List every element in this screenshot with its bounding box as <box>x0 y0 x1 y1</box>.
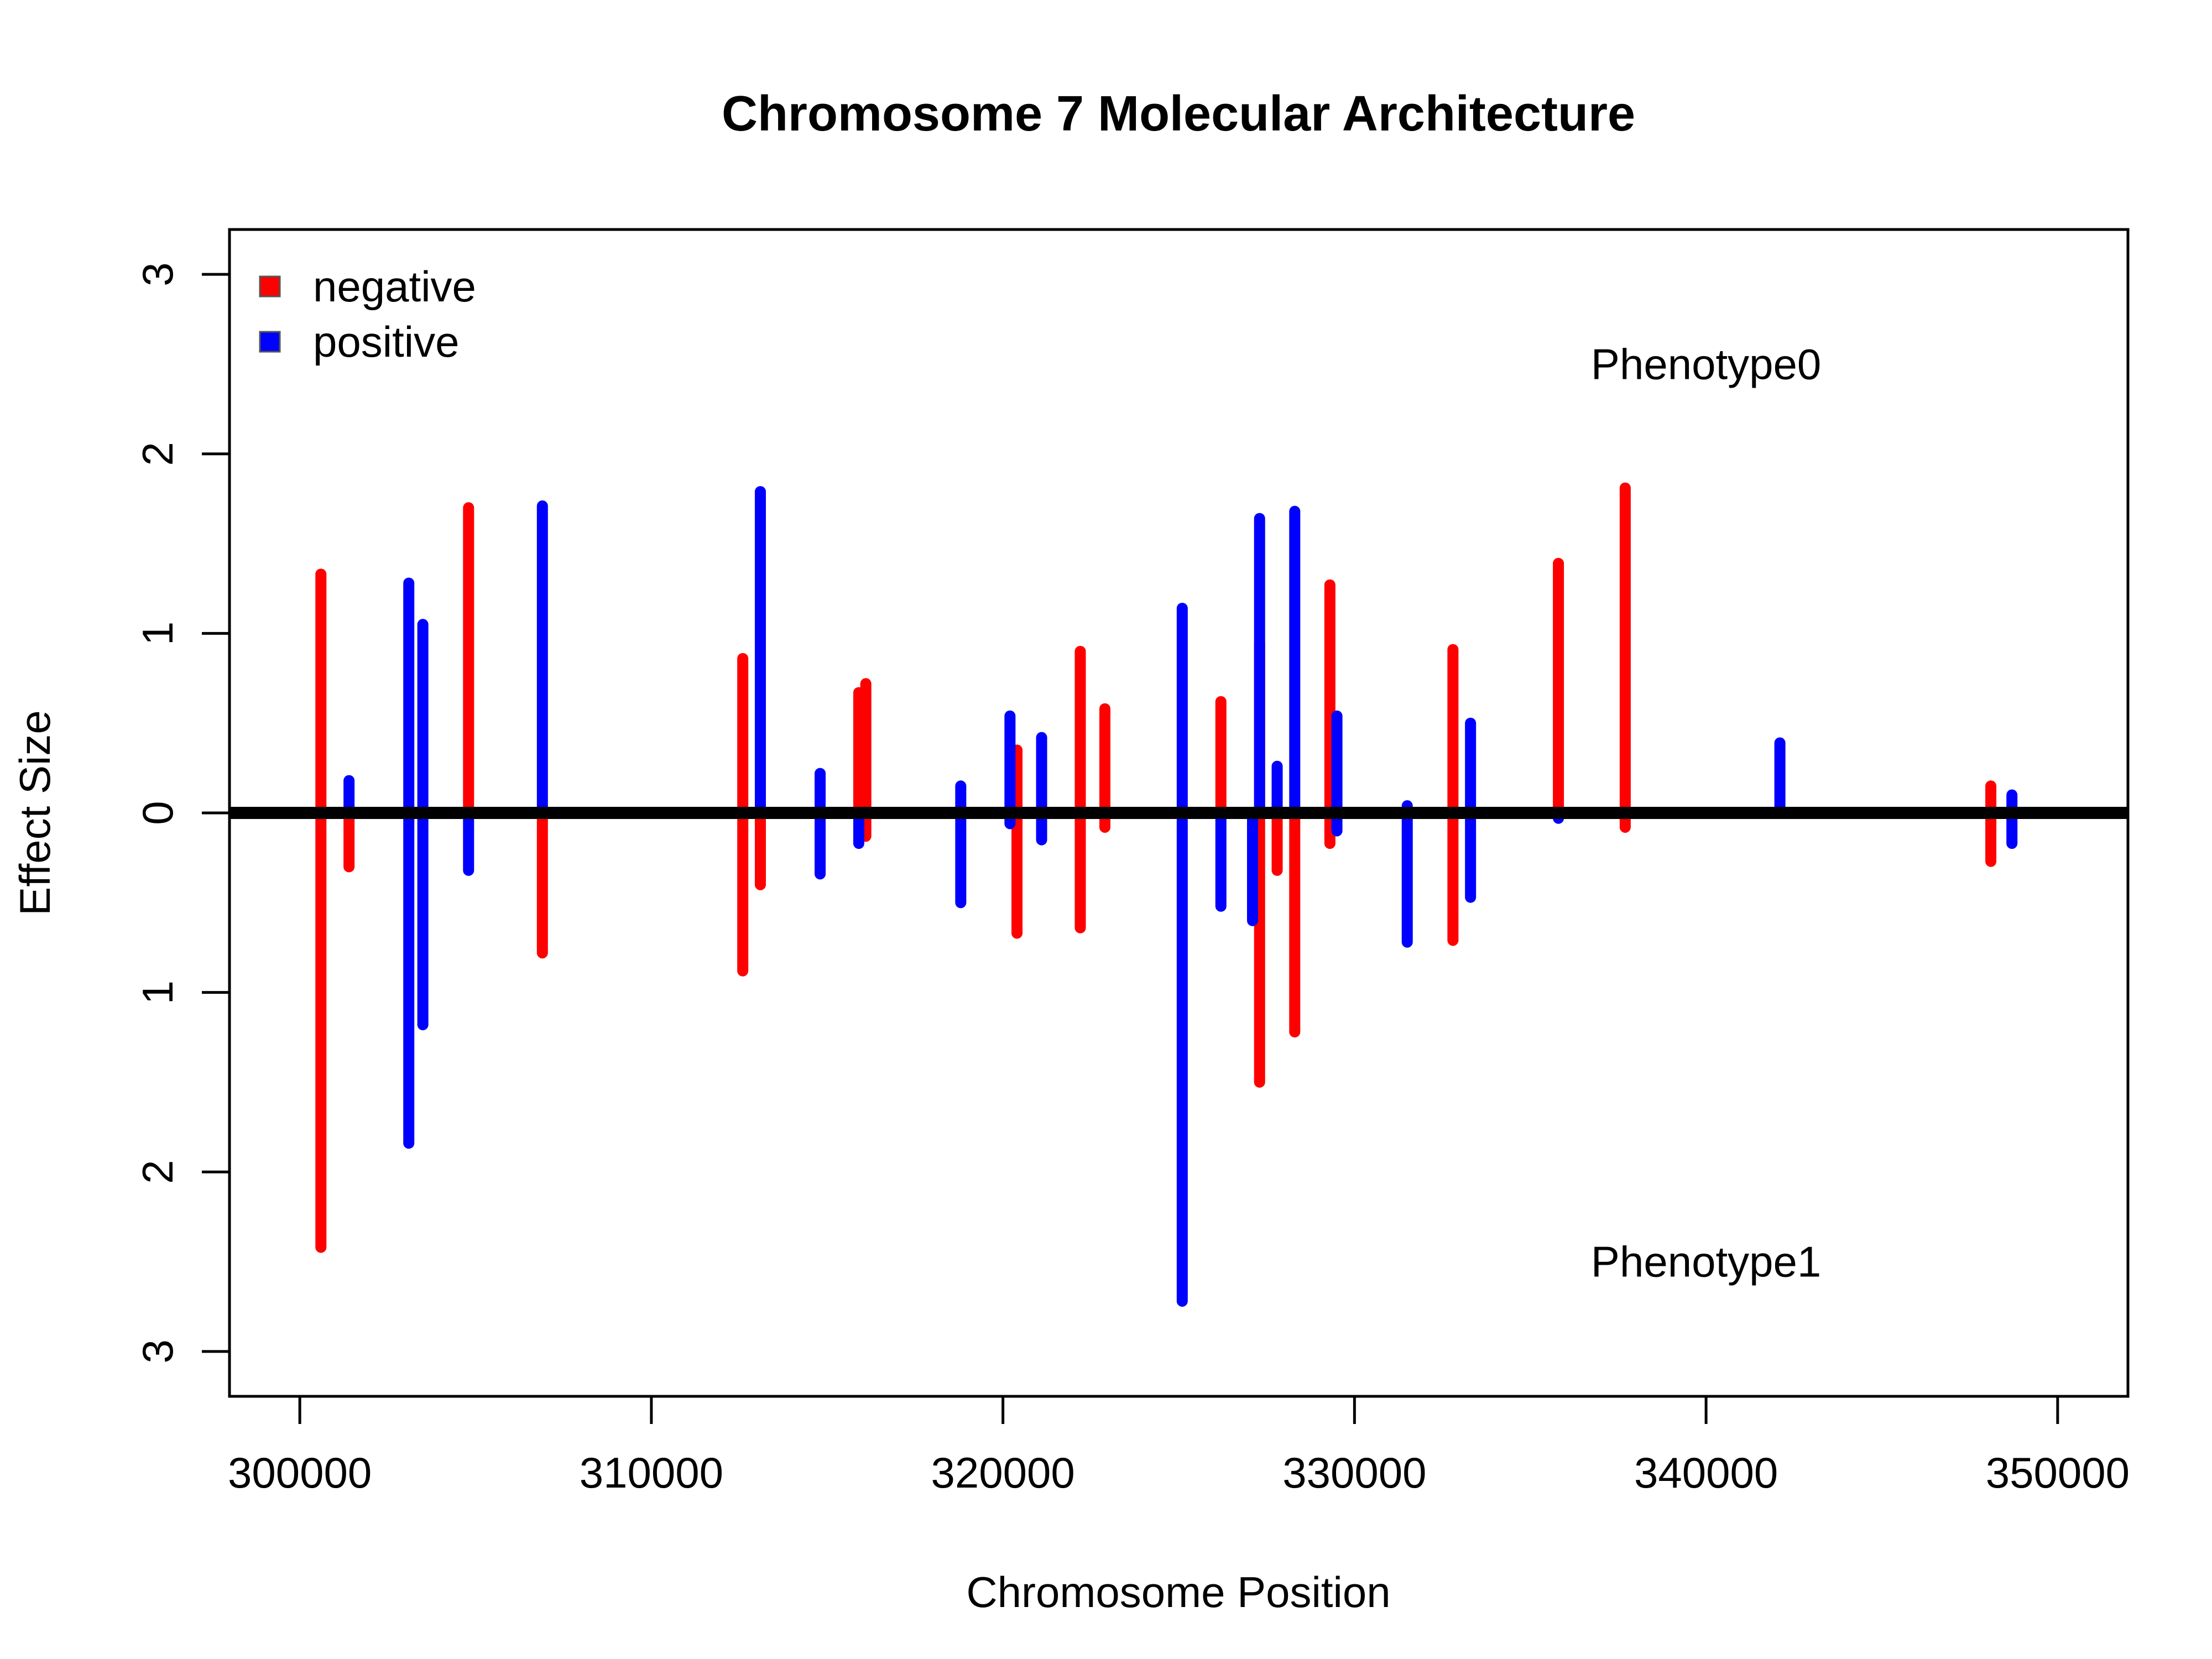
legend: negative positive <box>259 262 476 366</box>
x-tick-label: 310000 <box>580 1448 723 1497</box>
annotation-label: Phenotype0 <box>1591 340 1821 388</box>
y-tick-label: 1 <box>133 622 182 645</box>
y-tick-label: 2 <box>133 442 182 466</box>
x-tick-label: 340000 <box>1634 1448 1778 1497</box>
legend-label-negative: negative <box>313 262 476 311</box>
y-tick-label: 2 <box>133 1160 182 1184</box>
bars-layer <box>315 482 2018 1307</box>
x-tick-label: 330000 <box>1282 1448 1426 1497</box>
legend-swatch-positive <box>259 331 281 353</box>
annotation-label: Phenotype1 <box>1591 1238 1821 1286</box>
legend-label-positive: positive <box>313 317 459 366</box>
y-axis-title: Effect Size <box>11 710 59 915</box>
y-tick-label: 3 <box>133 262 182 286</box>
x-axis-title: Chromosome Position <box>966 1568 1390 1616</box>
legend-swatch-negative <box>259 275 281 298</box>
x-axis: 300000 310000 320000 330000 340000 350000 <box>228 1395 2130 1497</box>
y-axis: 3 2 1 0 1 2 3 <box>133 262 231 1364</box>
chart-title: Chromosome 7 Molecular Architecture <box>722 86 1635 142</box>
x-tick-label: 300000 <box>228 1448 372 1497</box>
x-tick-label: 320000 <box>931 1448 1074 1497</box>
y-tick-label: 3 <box>133 1339 182 1363</box>
annotations: Phenotype0 Phenotype1 <box>1591 340 1821 1286</box>
x-tick-label: 350000 <box>1986 1448 2130 1497</box>
y-tick-label: 0 <box>133 801 182 825</box>
y-tick-label: 1 <box>133 980 182 1004</box>
